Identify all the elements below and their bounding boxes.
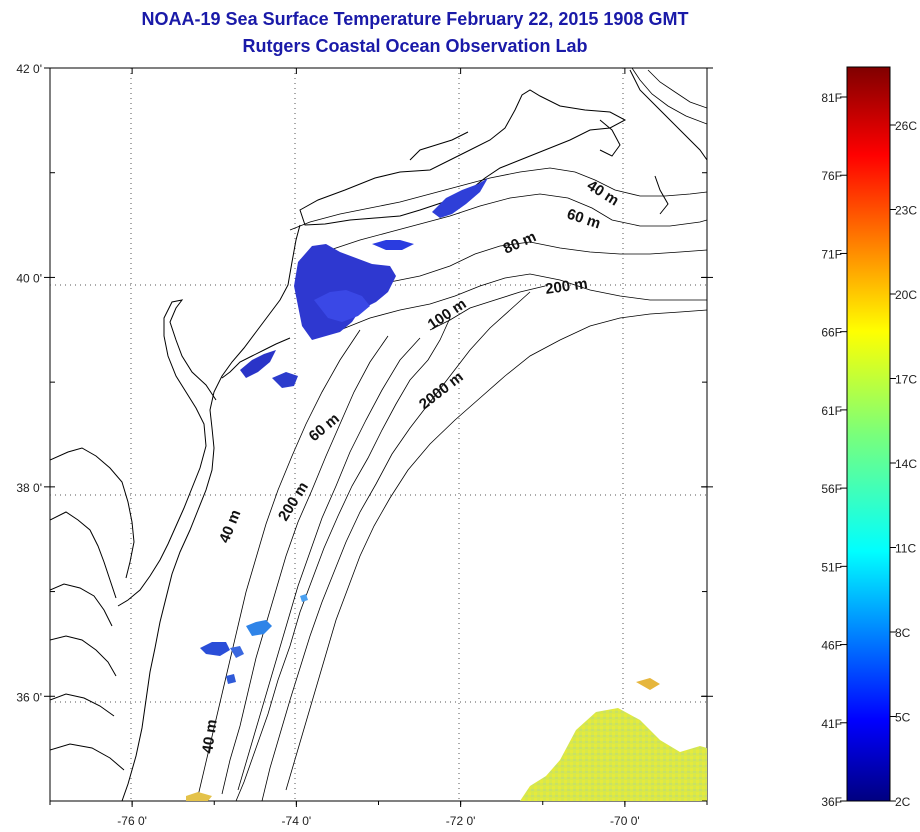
map-axes: -76 0' -74 0' -72 0' -70 0' 42 0' 40 0' 38 0' 3… bbox=[16, 62, 713, 828]
colorbar-f-label: 36F bbox=[821, 795, 842, 809]
lon-tick-label: -70 0' bbox=[610, 814, 640, 828]
colorbar-c-label: 26C bbox=[895, 119, 917, 133]
isobaths bbox=[197, 68, 707, 801]
colorbar-c-label: 14C bbox=[895, 457, 917, 471]
colorbar-c-label: 2C bbox=[895, 795, 911, 809]
map-subtitle: Rutgers Coastal Ocean Observation Lab bbox=[242, 36, 588, 56]
colorbar-f-label: 46F bbox=[821, 639, 842, 653]
map-title: NOAA-19 Sea Surface Temperature February… bbox=[141, 9, 689, 29]
lon-tick-label: -74 0' bbox=[282, 814, 312, 828]
isobath-label: 200 m bbox=[544, 275, 588, 298]
colorbar-c-label: 8C bbox=[895, 626, 911, 640]
colorbar-f-label: 61F bbox=[821, 404, 842, 418]
colorbar-f-label: 41F bbox=[821, 717, 842, 731]
colorbar-f-label: 76F bbox=[821, 169, 842, 183]
colorbar-f-label: 66F bbox=[821, 326, 842, 340]
lat-tick-label: 42 0' bbox=[16, 62, 42, 76]
colorbar-c-label: 11C bbox=[895, 542, 916, 556]
isobath-label: 40 m bbox=[199, 718, 221, 754]
colorbar-gradient bbox=[846, 66, 891, 802]
map-frame bbox=[49, 67, 708, 802]
colorbar-f-label: 56F bbox=[821, 482, 842, 496]
colorbar-c-label: 17C bbox=[895, 373, 917, 387]
sst-patches bbox=[186, 178, 707, 801]
lat-tick-label: 36 0' bbox=[16, 690, 42, 704]
coastline bbox=[50, 69, 707, 801]
lon-tick-label: -72 0' bbox=[446, 814, 476, 828]
colorbar-c-label: 5C bbox=[895, 711, 911, 725]
colorbar-f-label: 51F bbox=[821, 560, 842, 574]
graticule bbox=[50, 68, 707, 801]
colorbar-f-label: 81F bbox=[821, 91, 842, 105]
colorbar-c-label: 20C bbox=[895, 288, 917, 302]
colorbar-f-label: 71F bbox=[821, 247, 842, 261]
lat-tick-label: 38 0' bbox=[16, 481, 42, 495]
lat-tick-label: 40 0' bbox=[16, 271, 42, 285]
colorbar-c-label: 23C bbox=[895, 204, 917, 218]
lon-tick-label: -76 0' bbox=[117, 814, 147, 828]
